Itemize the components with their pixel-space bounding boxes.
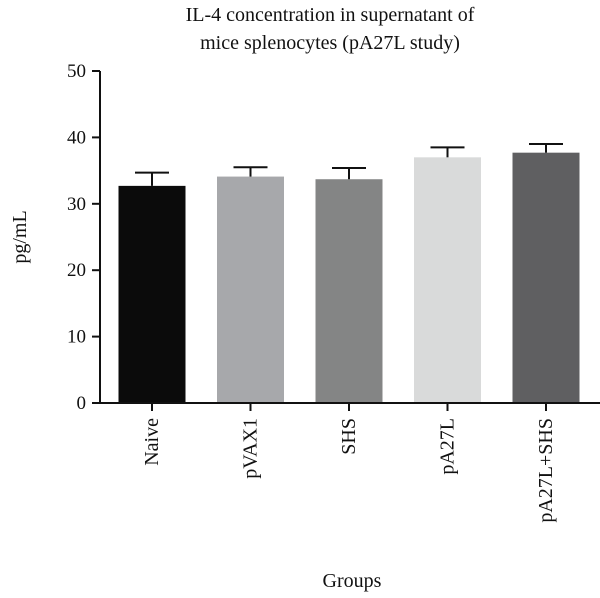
y-tick-label: 20 — [67, 260, 86, 281]
chart-title-line-1: IL-4 concentration in supernatant of — [185, 4, 475, 26]
x-axis-label: Groups — [323, 570, 382, 592]
y-tick-label: 30 — [67, 194, 86, 215]
bar-shs — [315, 179, 383, 403]
x-axis: Naive pVAX1 SHS pA27L pA27L+SHS — [99, 402, 600, 523]
x-tick-label: pA27L — [437, 418, 459, 475]
x-tick-label: SHS — [338, 418, 360, 455]
y-tick-label: 40 — [67, 127, 86, 148]
bar-pa27l — [414, 157, 481, 403]
x-tick-label: Naive — [141, 418, 163, 466]
y-tick-label: 10 — [67, 327, 86, 348]
bar-naive — [118, 185, 186, 403]
y-tick-label: 50 — [67, 61, 86, 82]
bar-pa27l-shs — [512, 152, 580, 403]
x-tick-label: pVAX1 — [240, 418, 262, 479]
error-bars-group — [135, 143, 563, 186]
bar-pvax1 — [217, 176, 284, 403]
y-axis: 0 10 20 30 40 50 — [67, 61, 101, 414]
x-tick-label: pA27L+SHS — [535, 418, 557, 523]
y-axis-label: pg/mL — [9, 210, 31, 263]
bars-group — [118, 152, 580, 403]
chart-title-line-2: mice splenocytes (pA27L study) — [200, 32, 460, 54]
y-tick-label: 0 — [77, 393, 87, 414]
